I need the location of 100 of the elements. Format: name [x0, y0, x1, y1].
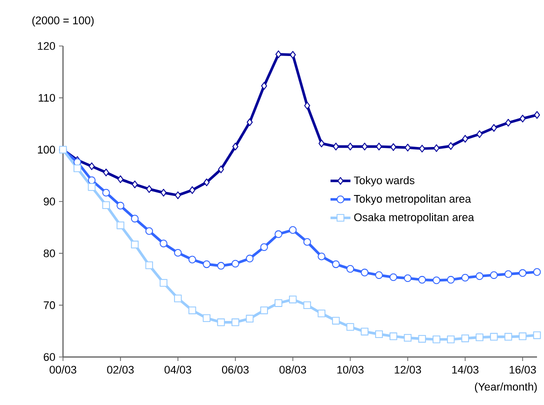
point: [189, 186, 196, 194]
x-tick-label: 00/03: [50, 366, 76, 374]
point: [533, 331, 541, 340]
point: [318, 252, 326, 260]
x-tick-label: 02/03: [107, 366, 134, 374]
point: [418, 335, 426, 343]
point: [505, 118, 512, 127]
point: [74, 164, 82, 172]
point: [174, 294, 182, 302]
point: [419, 144, 426, 152]
point: [160, 279, 168, 287]
point: [446, 276, 455, 284]
point: [218, 166, 224, 174]
point: [261, 82, 268, 90]
point: [117, 175, 124, 184]
y-axis-title: (2000 = 100): [32, 16, 94, 26]
point: [346, 323, 354, 331]
point: [346, 265, 354, 273]
y-tick-label: 60: [44, 353, 56, 361]
point: [390, 332, 398, 340]
point: [490, 271, 498, 279]
point: [476, 333, 484, 342]
point: [504, 270, 512, 278]
point: [88, 176, 96, 184]
x-tick-label: 14/03: [452, 366, 478, 374]
point: [318, 140, 325, 148]
x-tick-label: 12/03: [394, 366, 421, 374]
point: [130, 214, 139, 222]
point: [102, 188, 110, 197]
y-tick-label: 120: [38, 42, 56, 50]
point: [288, 226, 297, 234]
point: [390, 273, 398, 282]
point: [432, 276, 440, 284]
point: [202, 314, 210, 322]
point: [202, 260, 210, 268]
point: [476, 130, 483, 138]
point: [404, 274, 412, 282]
point: [274, 299, 282, 307]
point: [116, 221, 124, 230]
point: [376, 142, 382, 150]
point: [534, 111, 540, 119]
point: [232, 318, 240, 326]
point: [145, 261, 154, 270]
point: [518, 332, 526, 340]
y-tick-label: 70: [44, 301, 56, 310]
point: [146, 185, 152, 193]
point: [217, 318, 225, 326]
point: [102, 201, 110, 209]
point: [274, 230, 282, 238]
point: [132, 180, 138, 188]
point: [533, 268, 541, 276]
point: [418, 276, 426, 284]
point: [518, 269, 526, 277]
point: [446, 336, 455, 344]
legend-label: Osaka metropolitan area: [354, 213, 474, 224]
point: [88, 183, 96, 191]
point: [404, 144, 411, 152]
x-tick-label: 06/03: [222, 366, 249, 374]
y-tick-label: 100: [38, 146, 56, 154]
point: [290, 50, 296, 59]
x-tick-label: 04/03: [164, 366, 192, 374]
point: [520, 114, 526, 122]
x-tick-label: 16/03: [510, 366, 536, 374]
point: [490, 332, 498, 341]
point: [260, 306, 268, 314]
point: [448, 142, 454, 150]
x-tick-label: 08/03: [279, 366, 306, 374]
point: [390, 143, 396, 151]
point: [461, 334, 470, 342]
point: [375, 271, 383, 279]
point: [332, 316, 340, 325]
point: [375, 330, 383, 338]
point: [217, 262, 225, 270]
point: [174, 248, 182, 257]
point: [433, 144, 440, 152]
point: [462, 134, 468, 143]
point: [476, 272, 484, 280]
point: [404, 334, 412, 342]
point: [246, 254, 254, 262]
point: [116, 202, 124, 210]
point: [246, 314, 254, 322]
point: [145, 227, 154, 235]
point: [174, 191, 181, 200]
point: [288, 296, 297, 304]
point: [304, 102, 310, 110]
legend-label: Tokyo wards: [354, 176, 414, 186]
point: [246, 118, 253, 126]
point: [332, 260, 340, 268]
point: [160, 188, 167, 197]
point: [362, 142, 368, 150]
point: [160, 240, 168, 248]
point: [260, 243, 268, 251]
y-tick-label: 80: [44, 249, 56, 258]
point: [303, 238, 312, 246]
point: [504, 332, 512, 341]
point: [318, 310, 326, 318]
point: [347, 142, 354, 150]
point: [332, 142, 339, 150]
point: [188, 306, 196, 314]
legend-label: Tokyo metropolitan area: [354, 194, 472, 205]
